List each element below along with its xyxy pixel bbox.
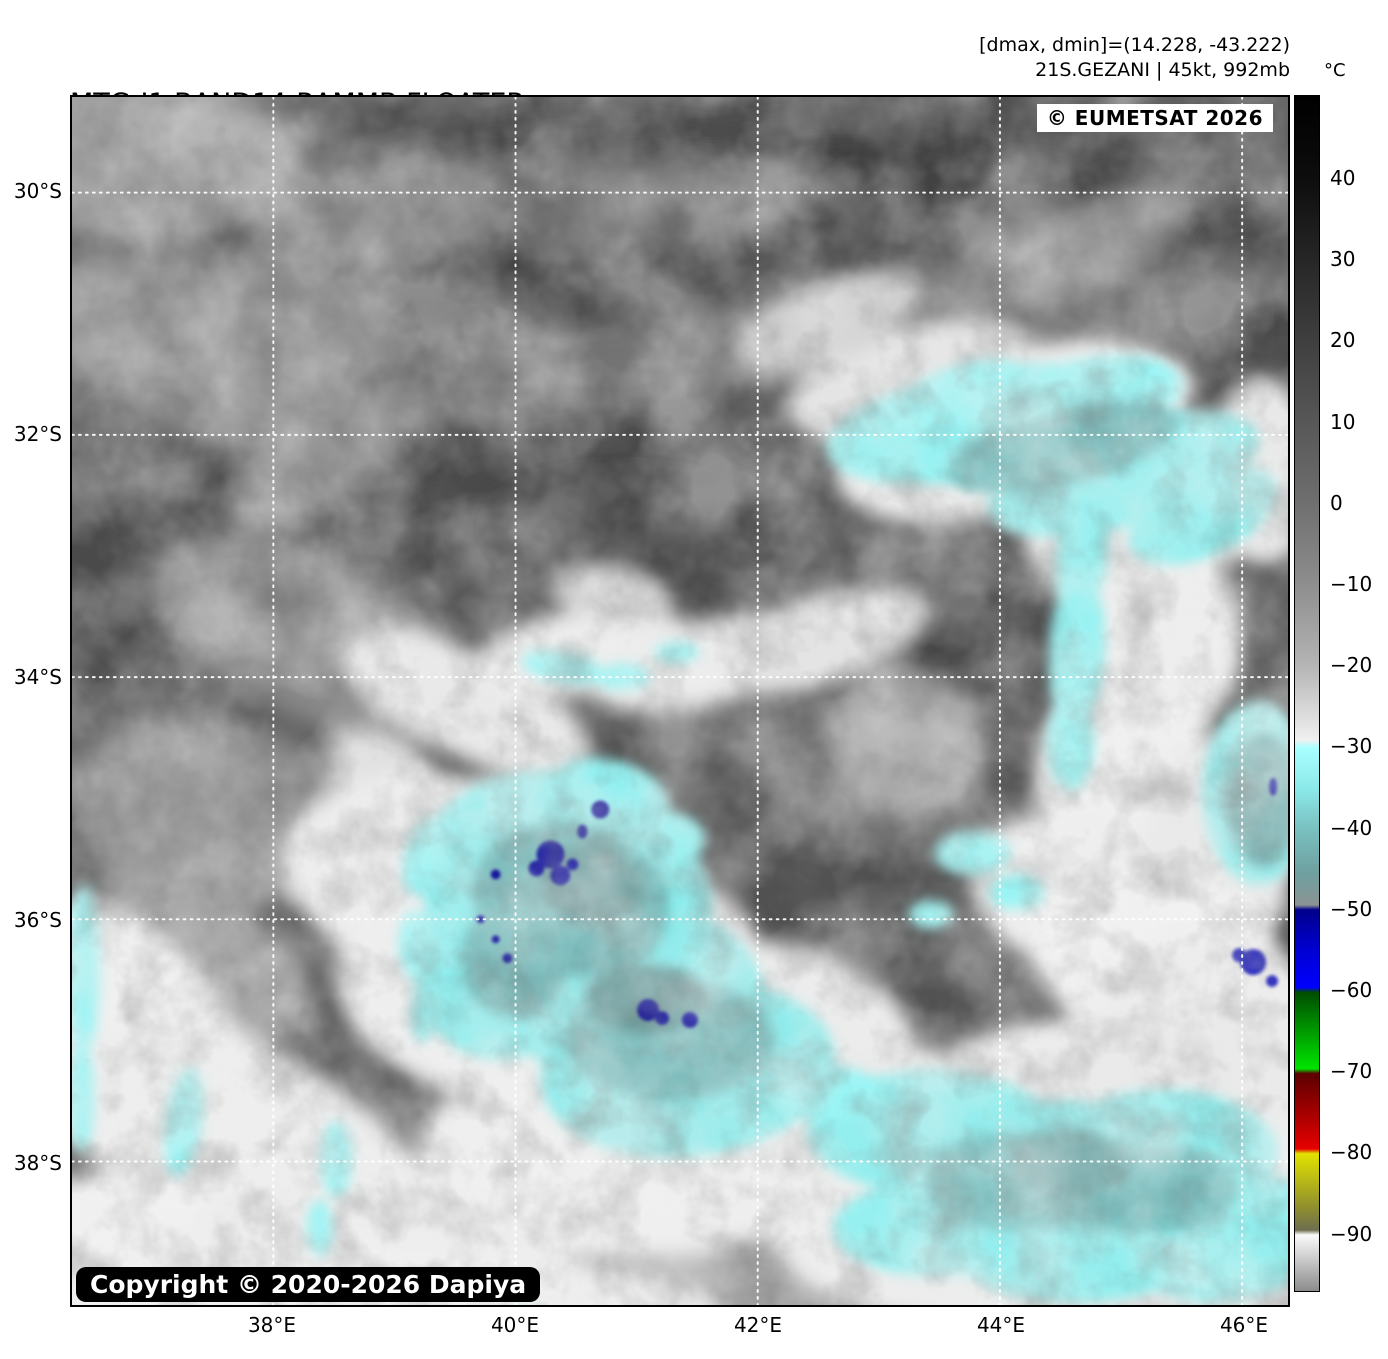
x-tick-44e: 44°E bbox=[976, 1313, 1026, 1337]
y-tick-36s: 36°S bbox=[13, 908, 62, 932]
cbar-tick-10: 10 bbox=[1330, 410, 1356, 434]
cbar-tick-30: 30 bbox=[1330, 247, 1356, 271]
satellite-map: © EUMETSAT 2026 Copyright © 2020-2026 Da… bbox=[70, 95, 1290, 1307]
x-tick-42e: 42°E bbox=[733, 1313, 783, 1337]
x-tick-40e: 40°E bbox=[490, 1313, 540, 1337]
y-tick-32s: 32°S bbox=[13, 422, 62, 446]
cbar-tick-m20: −20 bbox=[1330, 653, 1373, 677]
eumetsat-watermark: © EUMETSAT 2026 bbox=[1036, 104, 1273, 132]
dapiya-copyright-badge: Copyright © 2020-2026 Dapiya bbox=[76, 1267, 541, 1302]
cbar-tick-m10: −10 bbox=[1330, 572, 1373, 596]
y-tick-30s: 30°S bbox=[13, 179, 62, 203]
cbar-tick-m50: −50 bbox=[1330, 897, 1373, 921]
cbar-tick-20: 20 bbox=[1330, 328, 1356, 352]
cloud-texture-dark bbox=[72, 97, 1288, 1305]
y-tick-34s: 34°S bbox=[13, 665, 62, 689]
y-tick-38s: 38°S bbox=[13, 1151, 62, 1175]
satellite-image bbox=[72, 97, 1288, 1305]
cbar-tick-m60: −60 bbox=[1330, 978, 1373, 1002]
x-tick-38e: 38°E bbox=[247, 1313, 297, 1337]
cbar-tick-m90: −90 bbox=[1330, 1222, 1373, 1246]
lat-lon-grid bbox=[72, 97, 1288, 1305]
x-tick-46e: 46°E bbox=[1219, 1313, 1269, 1337]
cbar-tick-m30: −30 bbox=[1330, 734, 1373, 758]
colorbar-unit-label: °C bbox=[1324, 60, 1346, 81]
storm-info: [dmax, dmin]=(14.228, -43.222) 21S.GEZAN… bbox=[690, 33, 1290, 83]
cbar-tick-m80: −80 bbox=[1330, 1140, 1373, 1164]
cbar-tick-0: 0 bbox=[1330, 491, 1343, 515]
cbar-tick-m40: −40 bbox=[1330, 816, 1373, 840]
storm-id-text: 21S.GEZANI | 45kt, 992mb bbox=[1035, 59, 1290, 81]
cbar-tick-40: 40 bbox=[1330, 166, 1356, 190]
cbar-tick-m70: −70 bbox=[1330, 1059, 1373, 1083]
temperature-colorbar bbox=[1294, 95, 1320, 1292]
dmax-dmin-text: [dmax, dmin]=(14.228, -43.222) bbox=[979, 34, 1290, 56]
